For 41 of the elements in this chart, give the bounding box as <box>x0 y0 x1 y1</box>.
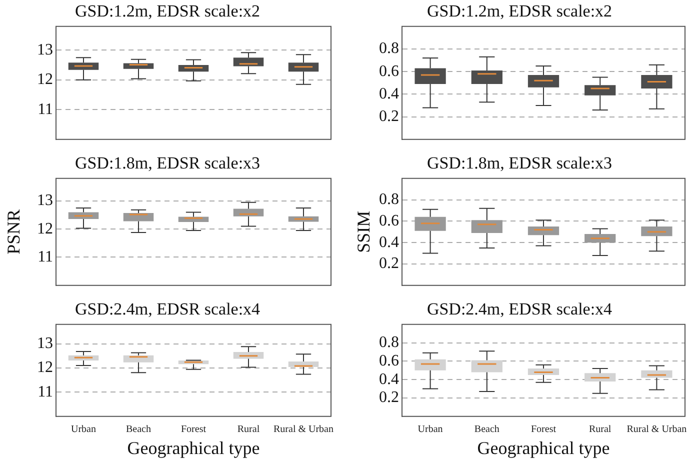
y-tick-label: 12 <box>37 220 53 238</box>
y-tick-label: 13 <box>37 334 53 352</box>
y-tick-label: 0.8 <box>379 40 399 58</box>
x-tick-label: Rural <box>237 424 260 436</box>
y-tick-label: 12 <box>37 359 53 376</box>
y-tick-label: 0.8 <box>379 191 399 208</box>
y-tick-label: 11 <box>38 100 53 118</box>
y-tick-label: 0.4 <box>379 370 399 388</box>
y-tick-label: 0.2 <box>379 389 399 406</box>
chart-title: GSD:2.4m, EDSR scale:x4 <box>74 300 261 319</box>
y-tick-label: 0.2 <box>379 255 399 272</box>
y-tick-label: 11 <box>38 248 53 266</box>
chart-title: GSD:1.8m, EDSR scale:x3 <box>426 154 612 173</box>
y-tick-label: 0.6 <box>379 212 399 230</box>
y-tick-label: 12 <box>37 71 53 88</box>
x-axis-title: Geographical type <box>127 438 260 458</box>
y-tick-label: 11 <box>38 383 53 400</box>
y-tick-label: 0.4 <box>379 85 399 102</box>
y-tick-label: 13 <box>37 41 53 58</box>
x-tick-label: Rural & Urban <box>274 424 334 436</box>
y-tick-label: 0.4 <box>379 234 399 251</box>
y-axis-title: SSIM <box>354 210 374 253</box>
x-tick-label: Forest <box>531 424 556 436</box>
y-axis-title: PSNR <box>4 209 24 254</box>
x-tick-label: Beach <box>126 424 151 436</box>
y-tick-label: 0.6 <box>379 62 399 80</box>
x-tick-label: Forest <box>181 424 206 436</box>
chart-title: GSD:1.8m, EDSR scale:x3 <box>74 154 260 173</box>
x-tick-label: Beach <box>474 424 500 436</box>
x-axis-title: Geographical type <box>477 438 610 458</box>
x-tick-label: Urban <box>418 424 443 436</box>
x-tick-label: Urban <box>71 424 96 436</box>
x-tick-label: Rural & Urban <box>626 424 687 436</box>
y-tick-label: 0.8 <box>379 334 399 352</box>
y-tick-label: 13 <box>37 192 53 210</box>
chart-title: GSD:1.2m, EDSR scale:x2 <box>426 2 612 21</box>
chart-title: GSD:2.4m, EDSR scale:x4 <box>426 300 613 319</box>
y-tick-label: 0.6 <box>379 352 399 370</box>
y-tick-label: 0.2 <box>379 108 399 126</box>
chart-title: GSD:1.2m, EDSR scale:x2 <box>74 2 260 21</box>
x-tick-label: Rural <box>588 424 612 436</box>
